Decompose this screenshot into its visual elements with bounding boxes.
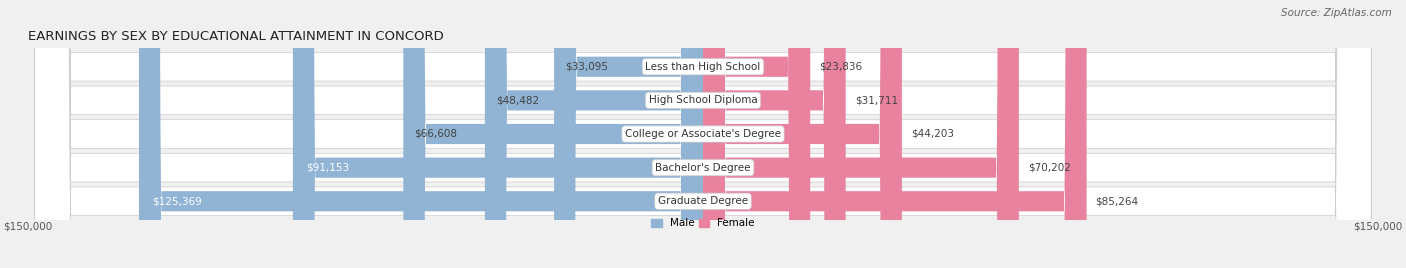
Text: Source: ZipAtlas.com: Source: ZipAtlas.com [1281, 8, 1392, 18]
FancyBboxPatch shape [139, 0, 703, 268]
FancyBboxPatch shape [35, 0, 1371, 268]
Text: EARNINGS BY SEX BY EDUCATIONAL ATTAINMENT IN CONCORD: EARNINGS BY SEX BY EDUCATIONAL ATTAINMEN… [28, 30, 444, 43]
FancyBboxPatch shape [703, 0, 810, 268]
Text: Graduate Degree: Graduate Degree [658, 196, 748, 206]
Text: Less than High School: Less than High School [645, 62, 761, 72]
FancyBboxPatch shape [35, 0, 1371, 268]
Text: $48,482: $48,482 [496, 95, 540, 105]
FancyBboxPatch shape [35, 0, 1371, 268]
FancyBboxPatch shape [292, 0, 703, 268]
Text: $91,153: $91,153 [307, 163, 350, 173]
Legend: Male, Female: Male, Female [651, 218, 755, 228]
Text: Bachelor's Degree: Bachelor's Degree [655, 163, 751, 173]
FancyBboxPatch shape [554, 0, 703, 268]
FancyBboxPatch shape [703, 0, 901, 268]
FancyBboxPatch shape [35, 0, 1371, 268]
Text: High School Diploma: High School Diploma [648, 95, 758, 105]
Text: College or Associate's Degree: College or Associate's Degree [626, 129, 780, 139]
Text: $31,711: $31,711 [855, 95, 898, 105]
Text: $66,608: $66,608 [415, 129, 457, 139]
FancyBboxPatch shape [485, 0, 703, 268]
FancyBboxPatch shape [703, 0, 1019, 268]
FancyBboxPatch shape [35, 0, 1371, 268]
Text: $70,202: $70,202 [1028, 163, 1071, 173]
Text: $44,203: $44,203 [911, 129, 953, 139]
FancyBboxPatch shape [703, 0, 845, 268]
FancyBboxPatch shape [703, 0, 1087, 268]
Text: $125,369: $125,369 [152, 196, 202, 206]
Text: $33,095: $33,095 [565, 62, 609, 72]
Text: $85,264: $85,264 [1095, 196, 1139, 206]
FancyBboxPatch shape [404, 0, 703, 268]
Text: $23,836: $23,836 [820, 62, 862, 72]
